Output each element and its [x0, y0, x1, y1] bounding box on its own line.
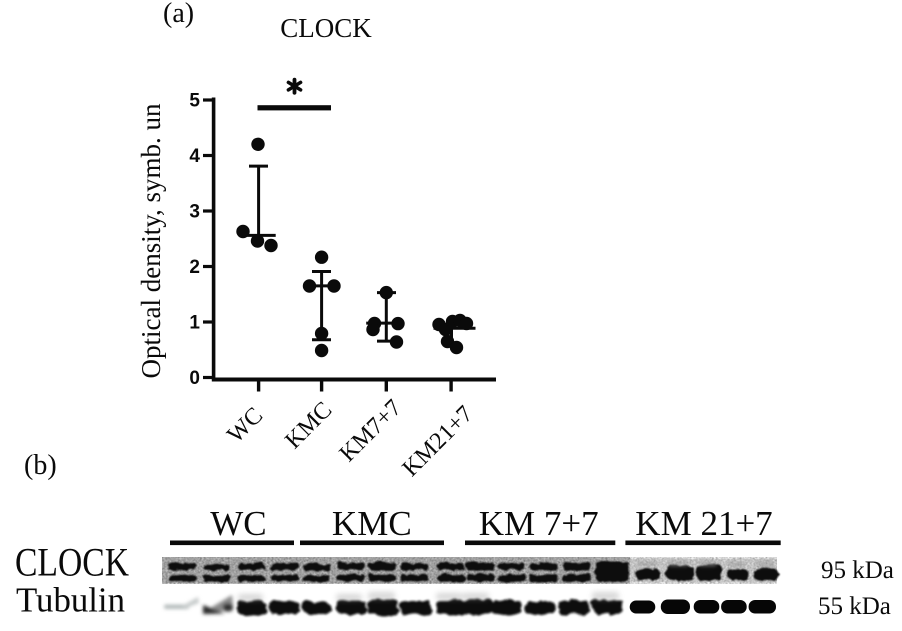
svg-text:CLOCK: CLOCK	[15, 540, 129, 585]
svg-text:3: 3	[189, 202, 200, 223]
svg-text:95 kDa: 95 kDa	[821, 557, 894, 584]
svg-text:55 kDa: 55 kDa	[818, 593, 891, 620]
svg-text:KM7+7: KM7+7	[335, 395, 407, 467]
svg-text:WC: WC	[210, 504, 266, 543]
svg-text:5: 5	[189, 91, 200, 112]
svg-text:4: 4	[189, 146, 200, 167]
svg-text:KM21+7: KM21+7	[398, 401, 479, 482]
svg-text:KMC: KMC	[280, 397, 337, 454]
svg-text:WC: WC	[222, 403, 268, 449]
svg-text:KM 21+7: KM 21+7	[635, 504, 772, 543]
svg-text:Optical density, symb. un: Optical density, symb. un	[136, 103, 166, 378]
svg-text:(a): (a)	[163, 0, 194, 29]
svg-text:2: 2	[189, 257, 200, 278]
svg-text:Tubulin: Tubulin	[16, 581, 125, 620]
svg-text:(b): (b)	[24, 450, 57, 481]
svg-text:KM 7+7: KM 7+7	[479, 504, 599, 543]
svg-text:CLOCK: CLOCK	[280, 13, 372, 43]
svg-text:0: 0	[189, 368, 200, 389]
svg-text:1: 1	[189, 313, 200, 334]
svg-text:KMC: KMC	[332, 504, 412, 543]
